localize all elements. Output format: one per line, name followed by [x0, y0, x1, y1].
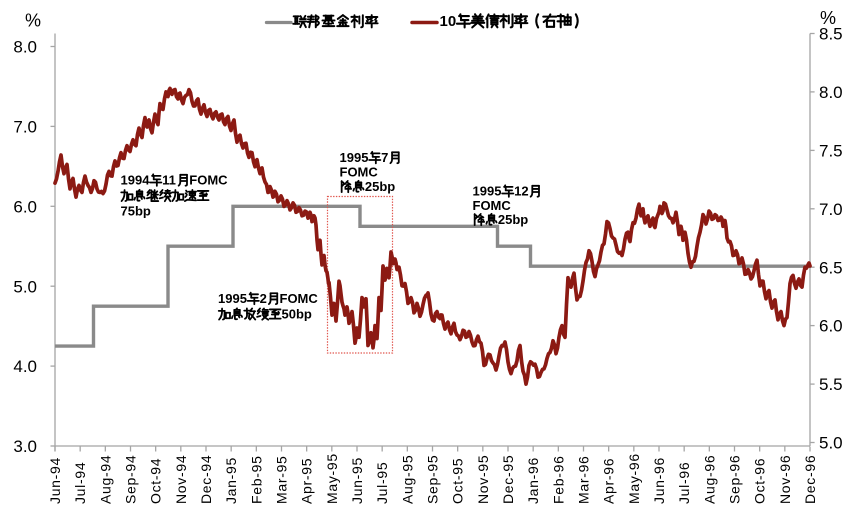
svg-text:%: % — [820, 8, 836, 28]
svg-text:5.0: 5.0 — [819, 434, 843, 453]
svg-text:Aug-96: Aug-96 — [701, 455, 717, 504]
svg-text:Sep-96: Sep-96 — [727, 455, 743, 504]
svg-text:25bp: 25bp — [365, 179, 395, 194]
svg-text:3.0: 3.0 — [13, 437, 37, 456]
svg-text:Oct-96: Oct-96 — [752, 458, 768, 504]
svg-text:5.5: 5.5 — [819, 375, 843, 394]
svg-text:6.5: 6.5 — [819, 258, 843, 277]
svg-text:Jul-94: Jul-94 — [72, 462, 88, 504]
svg-text:7.0: 7.0 — [819, 200, 843, 219]
svg-text:Jan-96: Jan-96 — [525, 457, 541, 504]
svg-text:1994: 1994 — [121, 173, 151, 188]
svg-text:Aug-94: Aug-94 — [97, 455, 113, 504]
svg-text:12: 12 — [514, 184, 528, 199]
svg-text:Apr-95: Apr-95 — [299, 458, 315, 504]
svg-text:2: 2 — [260, 291, 267, 306]
svg-text:7: 7 — [381, 150, 388, 165]
svg-text:6.0: 6.0 — [13, 197, 37, 216]
svg-text:Nov-96: Nov-96 — [777, 455, 793, 504]
svg-text:Oct-94: Oct-94 — [148, 458, 164, 504]
svg-text:FOMC: FOMC — [280, 291, 319, 306]
svg-text:Oct-95: Oct-95 — [450, 458, 466, 504]
svg-text:50bp: 50bp — [282, 307, 312, 322]
svg-text:Aug-95: Aug-95 — [399, 455, 415, 504]
svg-text:Jul-95: Jul-95 — [374, 462, 390, 504]
svg-text:Dec-94: Dec-94 — [198, 455, 214, 504]
svg-text:Jun-94: Jun-94 — [47, 457, 63, 504]
svg-text:8.5: 8.5 — [819, 25, 843, 44]
svg-text:Nov-94: Nov-94 — [173, 455, 189, 504]
svg-text:1995: 1995 — [473, 184, 502, 199]
svg-text:Sep-95: Sep-95 — [425, 455, 441, 504]
svg-text:1995: 1995 — [340, 150, 369, 165]
svg-text:Feb-96: Feb-96 — [550, 455, 566, 504]
svg-text:Apr-96: Apr-96 — [601, 458, 617, 504]
svg-text:Mar-95: Mar-95 — [274, 455, 290, 504]
svg-text:4.0: 4.0 — [13, 357, 37, 376]
svg-text:May-96: May-96 — [626, 453, 642, 504]
svg-text:May-95: May-95 — [324, 453, 340, 504]
svg-text:Jun-96: Jun-96 — [651, 457, 667, 504]
svg-text:5.0: 5.0 — [13, 277, 37, 296]
svg-text:%: % — [25, 11, 41, 31]
svg-text:Dec-95: Dec-95 — [500, 455, 516, 504]
svg-text:6.0: 6.0 — [819, 317, 843, 336]
svg-text:Jul-96: Jul-96 — [676, 462, 692, 504]
svg-text:Sep-94: Sep-94 — [123, 455, 139, 504]
svg-text:8.0: 8.0 — [13, 38, 37, 57]
svg-text:10: 10 — [440, 13, 457, 30]
svg-text:Nov-95: Nov-95 — [475, 455, 491, 504]
svg-text:FOMC: FOMC — [473, 198, 512, 213]
svg-text:FOMC: FOMC — [340, 165, 379, 180]
svg-text:Jun-95: Jun-95 — [349, 457, 365, 504]
svg-text:75bp: 75bp — [121, 204, 151, 219]
svg-text:FOMC: FOMC — [189, 173, 228, 188]
svg-text:7.5: 7.5 — [819, 142, 843, 161]
svg-text:11: 11 — [162, 173, 176, 188]
svg-text:7.0: 7.0 — [13, 118, 37, 137]
svg-text:1995: 1995 — [218, 291, 247, 306]
svg-text:Mar-96: Mar-96 — [576, 455, 592, 504]
svg-text:8.0: 8.0 — [819, 83, 843, 102]
svg-text:Feb-95: Feb-95 — [248, 455, 264, 504]
svg-text:Jan-95: Jan-95 — [223, 457, 239, 504]
svg-text:Dec-96: Dec-96 — [802, 455, 818, 504]
svg-text:25bp: 25bp — [498, 212, 528, 227]
